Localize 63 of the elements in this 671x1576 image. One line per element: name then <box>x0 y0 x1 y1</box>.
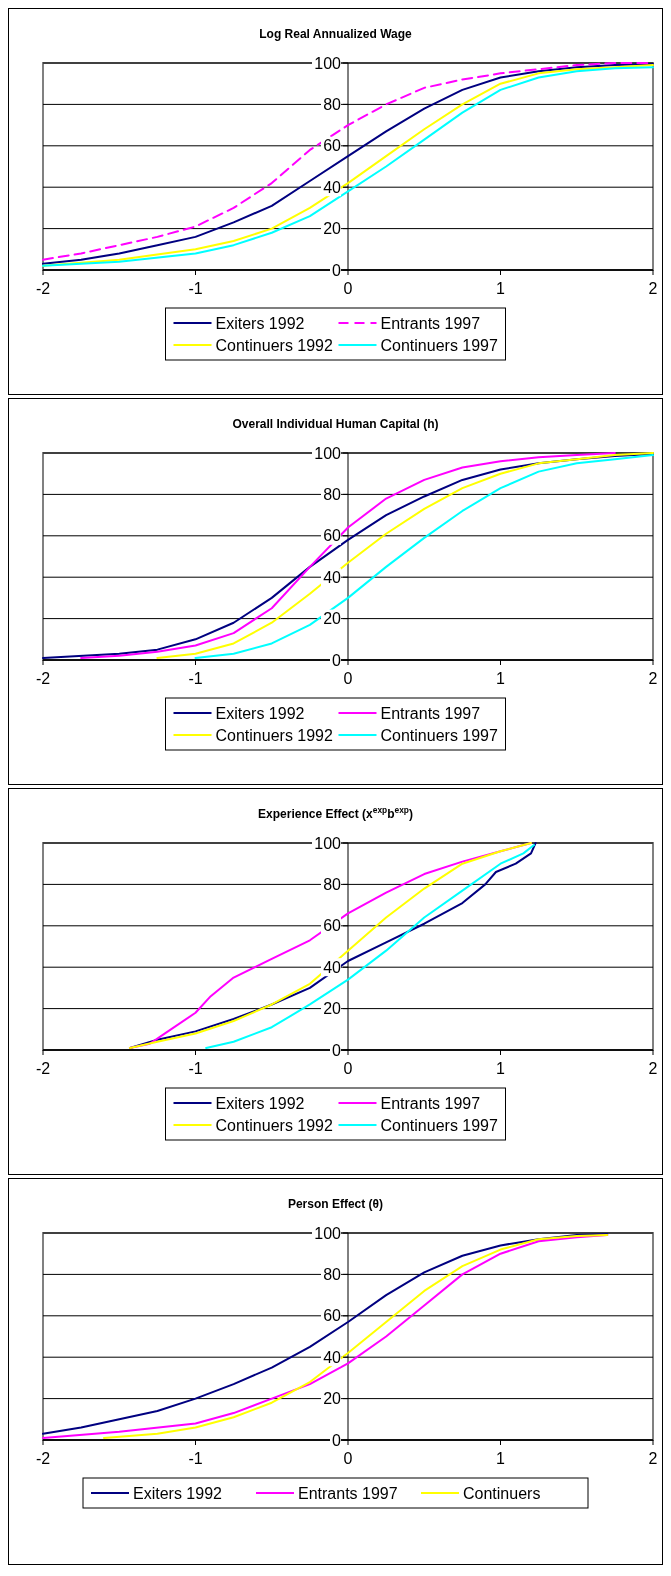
y-tick-label: 0 <box>332 651 342 669</box>
y-tick-label: 80 <box>323 1266 342 1283</box>
chart-title: Experience Effect (x$^{exp}$b$^{exp}$) <box>258 805 413 821</box>
legend-label: Entrants 1997 <box>380 314 481 332</box>
legend-label: Entrants 1997 <box>298 1484 398 1502</box>
y-tick-label: 60 <box>323 1307 342 1325</box>
legend-label: Entrants 1997 <box>380 704 481 722</box>
y-tick-label: 40 <box>323 568 342 586</box>
y-tick-label: 0 <box>332 1041 342 1059</box>
legend-label: Entrants 1997 <box>380 1094 481 1112</box>
y-tick-label: 20 <box>323 610 342 628</box>
x-tick-label: 0 <box>343 670 353 687</box>
legend-label: Exiters 1992 <box>133 1484 223 1502</box>
x-tick-label: 2 <box>648 280 658 297</box>
x-tick-label: 1 <box>496 280 506 297</box>
chart-title: Person Effect (θ) <box>287 1197 384 1211</box>
y-tick-label: 80 <box>323 486 342 503</box>
y-tick-label: 60 <box>323 137 342 155</box>
x-tick-label: 0 <box>343 280 353 297</box>
y-tick-label: 20 <box>323 1390 342 1408</box>
x-tick-label: -2 <box>35 670 51 687</box>
y-tick-label: 80 <box>323 876 342 893</box>
x-tick-label: -1 <box>188 280 203 297</box>
x-tick-label: -1 <box>188 670 203 687</box>
x-tick-label: 1 <box>496 1450 506 1467</box>
x-tick-label: 2 <box>648 670 658 687</box>
legend-label: Continuers 1997 <box>380 726 499 744</box>
y-tick-label: 60 <box>323 917 342 935</box>
chart-title: Overall Individual Human Capital (h) <box>232 417 439 431</box>
x-tick-label: 0 <box>343 1060 353 1077</box>
y-tick-label: 100 <box>314 444 342 462</box>
y-tick-label: 0 <box>332 261 342 279</box>
x-tick-label: 0 <box>343 1450 353 1467</box>
y-tick-label: 100 <box>314 54 342 72</box>
x-tick-label: -2 <box>35 1450 51 1467</box>
x-tick-label: -2 <box>35 1060 51 1077</box>
x-tick-label: 1 <box>496 1060 506 1077</box>
x-tick-label: 2 <box>648 1450 658 1467</box>
y-tick-label: 60 <box>323 527 342 545</box>
legend-label: Continuers 1992 <box>215 726 334 744</box>
x-tick-label: -2 <box>35 280 51 297</box>
legend-label: Continuers 1997 <box>380 1116 499 1134</box>
y-tick-label: 0 <box>332 1431 342 1449</box>
y-tick-label: 80 <box>323 96 342 113</box>
legend-label: Continuers <box>463 1484 541 1502</box>
legend-label: Continuers 1992 <box>215 1116 334 1134</box>
legend-label: Exiters 1992 <box>215 314 305 332</box>
y-tick-label: 100 <box>314 1224 342 1242</box>
legend-label: Exiters 1992 <box>215 1094 305 1112</box>
chart-title: Log Real Annualized Wage <box>259 27 413 41</box>
legend-label: Exiters 1992 <box>215 704 305 722</box>
y-tick-label: 40 <box>323 178 342 196</box>
legend-label: Continuers 1992 <box>215 336 334 354</box>
y-tick-label: 40 <box>323 1348 342 1366</box>
x-tick-label: -1 <box>188 1060 203 1077</box>
x-tick-label: 1 <box>496 670 506 687</box>
y-tick-label: 20 <box>323 1000 342 1018</box>
x-tick-label: -1 <box>188 1450 203 1467</box>
y-tick-label: 100 <box>314 834 342 852</box>
y-tick-label: 20 <box>323 220 342 238</box>
legend-label: Continuers 1997 <box>380 336 499 354</box>
y-tick-label: 40 <box>323 958 342 976</box>
x-tick-label: 2 <box>648 1060 658 1077</box>
